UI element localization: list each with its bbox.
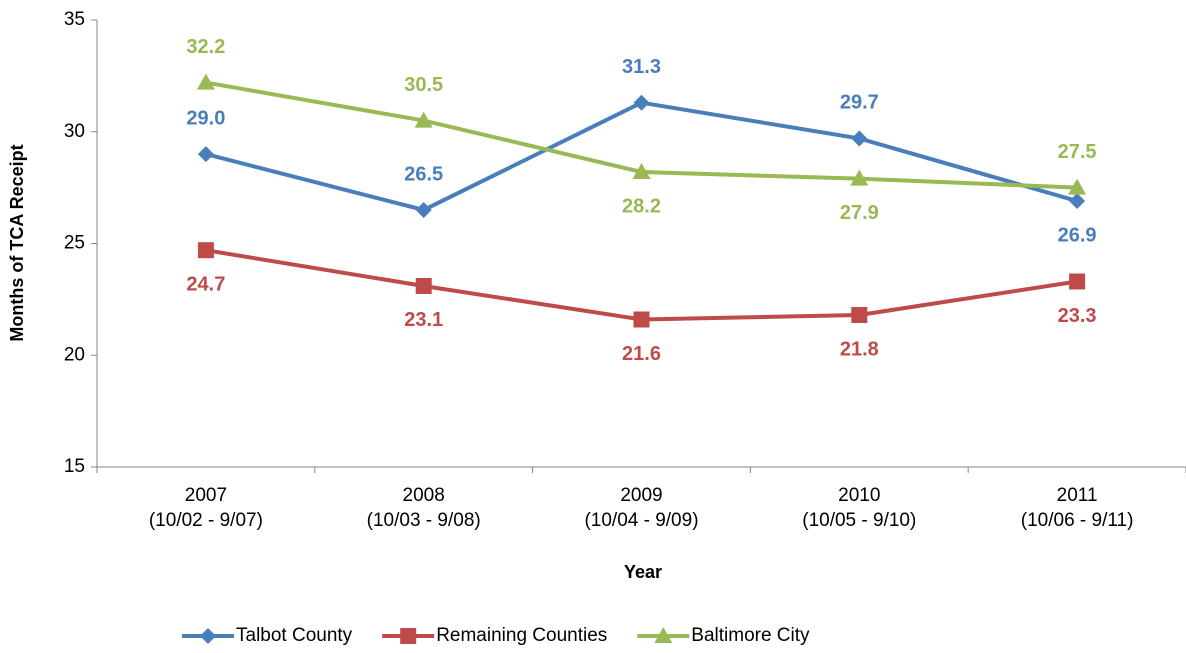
y-tick-label: 20 (64, 344, 85, 365)
data-label: 26.9 (1058, 224, 1097, 246)
data-label: 23.1 (404, 309, 443, 331)
marker (1069, 193, 1086, 210)
x-tick-label: 2011 (1057, 485, 1098, 506)
legend-label: Remaining Counties (436, 625, 607, 646)
marker (197, 242, 214, 259)
marker (633, 311, 650, 328)
data-label: 31.3 (622, 56, 661, 78)
marker (851, 307, 868, 324)
data-label: 21.8 (840, 338, 879, 360)
y-tick-label: 35 (64, 9, 85, 30)
data-label: 32.2 (186, 36, 225, 58)
marker (851, 130, 868, 147)
x-tick-label: 2009 (620, 485, 662, 506)
x-tick-label: (10/04 - 9/09) (584, 510, 698, 531)
x-tick-label: (10/03 - 9/08) (367, 510, 481, 531)
data-label: 23.3 (1058, 305, 1097, 327)
y-tick-label: 25 (64, 233, 85, 254)
series-line (205, 248, 1078, 322)
y-tick-label: 30 (64, 121, 85, 142)
marker (400, 628, 417, 644)
data-label: 27.5 (1058, 141, 1097, 163)
marker (633, 94, 650, 111)
data-label: 21.6 (622, 343, 661, 365)
marker (415, 201, 432, 218)
marker (414, 111, 433, 128)
marker (1068, 178, 1087, 195)
marker (850, 169, 869, 186)
x-tick-label: (10/05 - 9/10) (802, 510, 916, 531)
data-label: 26.5 (404, 163, 443, 185)
legend-label: Talbot County (236, 625, 353, 646)
marker (197, 146, 214, 163)
marker (200, 628, 216, 644)
x-tick-label: (10/02 - 9/07) (149, 510, 263, 531)
y-tick-label: 15 (64, 456, 85, 477)
x-axis-title: Year (624, 562, 662, 582)
data-label: 30.5 (404, 74, 443, 96)
x-tick-label: 2010 (838, 485, 880, 506)
data-label: 28.2 (622, 195, 661, 217)
data-label: 29.7 (840, 92, 879, 114)
marker (632, 162, 651, 179)
marker (1069, 273, 1086, 290)
x-tick-label: (10/06 - 9/11) (1021, 510, 1134, 531)
legend-label: Baltimore City (691, 625, 810, 646)
marker (415, 277, 432, 294)
data-label: 24.7 (186, 273, 225, 295)
x-tick-label: 2007 (185, 485, 227, 506)
marker (654, 627, 673, 643)
series-line (205, 100, 1078, 213)
data-label: 29.0 (186, 107, 225, 129)
y-axis-title: Months of TCA Receipt (7, 144, 27, 341)
data-label: 27.9 (840, 202, 879, 224)
marker (196, 73, 215, 90)
x-tick-label: 2008 (403, 485, 445, 506)
